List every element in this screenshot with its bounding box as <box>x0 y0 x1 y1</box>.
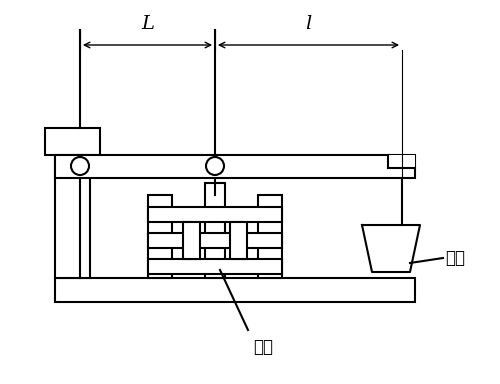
Bar <box>45 128 100 155</box>
Text: l: l <box>306 15 312 33</box>
Bar <box>230 222 247 259</box>
Bar <box>205 183 225 278</box>
Bar <box>55 278 415 302</box>
Bar <box>258 195 282 278</box>
Bar <box>148 259 282 274</box>
Bar <box>388 155 415 168</box>
Bar <box>183 222 200 259</box>
Bar <box>148 207 282 222</box>
Circle shape <box>71 157 89 175</box>
Bar <box>148 233 282 248</box>
Text: 试件: 试件 <box>253 338 273 356</box>
Text: 配重: 配重 <box>445 249 465 267</box>
Circle shape <box>206 157 224 175</box>
Text: L: L <box>141 15 154 33</box>
Bar <box>148 195 172 278</box>
Bar <box>55 155 90 278</box>
Bar <box>55 155 415 178</box>
